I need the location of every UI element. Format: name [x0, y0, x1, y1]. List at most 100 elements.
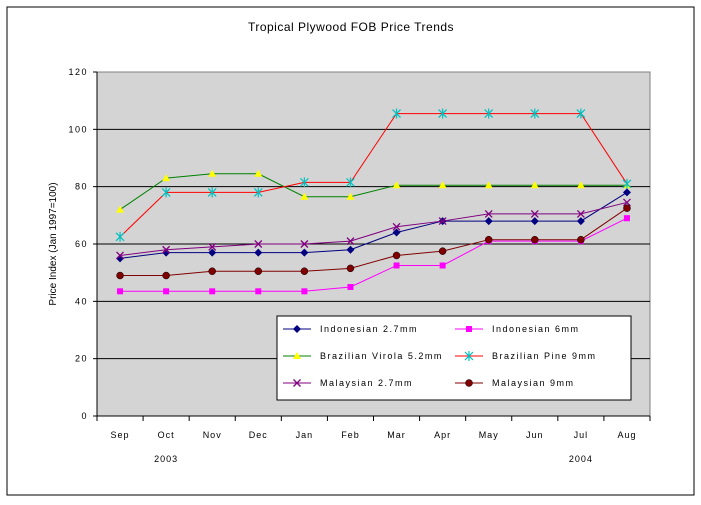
data-point	[116, 205, 125, 213]
x-tick-label: Apr	[434, 430, 451, 440]
data-point	[253, 187, 263, 198]
data-point	[346, 264, 355, 273]
series-brazilian-pine-9mm	[115, 108, 632, 242]
legend-label: Malaysian 9mm	[492, 378, 575, 388]
data-point	[254, 248, 263, 257]
gridlines	[97, 128, 650, 360]
data-point	[254, 240, 263, 248]
legend-marker	[464, 351, 474, 361]
y-tick-label: 120	[68, 67, 88, 77]
data-point	[116, 251, 125, 260]
data-point	[484, 209, 493, 218]
x-tick-label: Aug	[617, 430, 636, 440]
legend-label: Malaysian 2.7mm	[320, 378, 413, 388]
legend-item: Brazilian Pine 9mm	[455, 351, 597, 361]
data-point	[392, 222, 401, 231]
y-tick-label: 0	[81, 411, 88, 421]
data-point	[346, 245, 355, 254]
data-point	[484, 235, 493, 244]
data-point	[207, 187, 217, 198]
y-tick-label: 20	[75, 354, 88, 364]
data-point	[530, 217, 539, 226]
series-malaysian-9mm	[116, 204, 631, 280]
data-point	[208, 242, 217, 251]
data-point	[300, 267, 309, 275]
x-tick-label: Jul	[574, 430, 589, 440]
data-point	[531, 235, 539, 244]
legend-label: Indonesian 2.7mm	[320, 324, 418, 334]
data-point	[208, 267, 216, 275]
x-tick-label: Sep	[111, 430, 130, 440]
data-point	[117, 288, 124, 295]
series-brazilian-virola-5-2mm	[116, 169, 631, 213]
legend-marker	[293, 325, 301, 333]
legend-label: Brazilian Virola 5.2mm	[320, 351, 443, 361]
series-line	[119, 113, 628, 238]
data-point	[623, 204, 631, 212]
data-point	[300, 192, 309, 200]
data-point	[530, 209, 539, 218]
year-label: 2004	[569, 454, 593, 464]
data-point	[162, 248, 171, 257]
y-tick-label: 100	[68, 124, 88, 134]
data-point	[576, 108, 586, 119]
data-point	[300, 248, 309, 257]
x-tick-label: Nov	[203, 430, 222, 440]
data-point	[439, 262, 446, 269]
series-layer	[115, 108, 632, 295]
data-point	[577, 235, 585, 244]
data-point	[254, 169, 263, 177]
data-point	[162, 245, 171, 254]
legend-marker	[293, 379, 301, 387]
series-line	[120, 217, 628, 292]
chart-title: Tropical Plywood FOB Price Trends	[248, 20, 454, 34]
year-label: 2003	[154, 454, 178, 464]
data-point	[576, 181, 585, 189]
data-point	[576, 217, 585, 226]
legend-item: Brazilian Virola 5.2mm	[283, 351, 443, 361]
x-tick-labels: Sep Oct Nov Dec Jan Feb Mar Apr May Jun Jul Aug	[111, 430, 636, 440]
legend-item: Malaysian 2.7mm	[283, 378, 413, 388]
legend-label: Indonesian 6mm	[492, 324, 580, 334]
series-line	[120, 207, 628, 277]
data-point	[392, 108, 401, 119]
data-point	[162, 174, 171, 182]
legend-item: Malaysian 9mm	[455, 378, 575, 388]
data-point	[346, 177, 355, 188]
data-point	[115, 231, 125, 242]
legend-item: Indonesian 6mm	[455, 324, 580, 334]
data-point	[163, 288, 170, 295]
data-point	[622, 188, 631, 197]
legend: Indonesian 2.7mm Indonesian 6mm Brazilian …	[276, 315, 632, 401]
legend-label: Brazilian Pine 9mm	[492, 351, 597, 361]
series-line	[119, 191, 628, 259]
legend-marker	[465, 379, 473, 387]
data-point	[438, 217, 447, 226]
y-tick-labels: 0 20 40 60 80 100 120	[68, 67, 88, 421]
data-point	[162, 271, 170, 280]
data-point	[484, 108, 494, 119]
series-malaysian-2-7mm	[116, 198, 631, 260]
series-line	[119, 201, 628, 256]
x-tick-label: Oct	[158, 430, 175, 440]
data-point	[254, 267, 263, 275]
data-point	[209, 288, 216, 295]
x-tick-label: Feb	[341, 430, 360, 440]
data-point	[392, 181, 401, 189]
data-point	[393, 262, 400, 269]
data-point	[255, 288, 262, 295]
x-tick-label: Dec	[249, 430, 268, 440]
y-tick-label: 40	[75, 296, 88, 306]
data-point	[116, 271, 124, 280]
data-point	[299, 177, 309, 188]
y-axis-label: Price Index (Jan 1997=100)	[48, 182, 59, 305]
data-point	[484, 217, 493, 226]
data-point	[301, 288, 308, 295]
data-point	[208, 169, 217, 177]
legend-marker	[293, 352, 301, 359]
data-point	[392, 251, 401, 260]
data-point	[116, 254, 125, 263]
data-point	[530, 108, 540, 119]
year-labels: 2003 2004	[154, 454, 593, 464]
data-point	[346, 192, 355, 200]
